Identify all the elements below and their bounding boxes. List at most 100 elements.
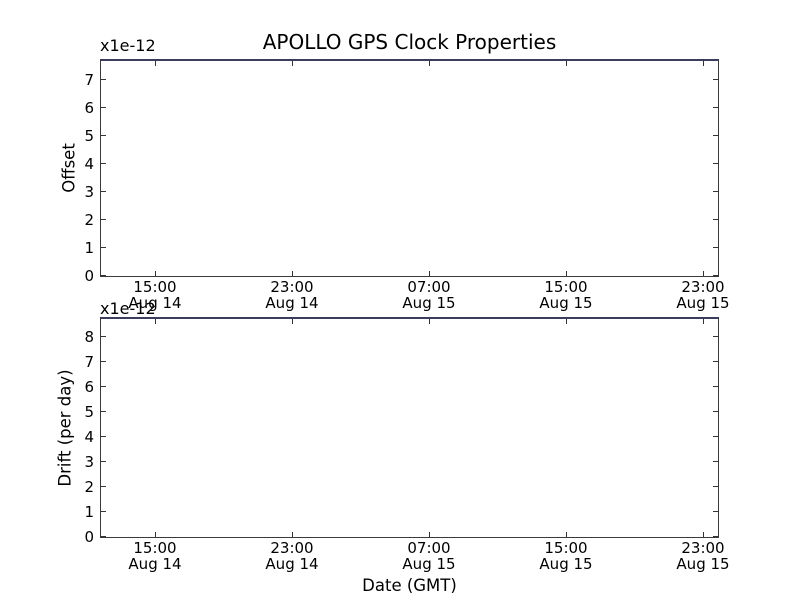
y-tick-mark <box>101 536 106 537</box>
y-tick-mark <box>101 461 106 462</box>
y-tick-label: 7 <box>84 71 94 89</box>
x-tick-date: Aug 15 <box>539 554 593 573</box>
y-tick-label: 1 <box>84 503 94 521</box>
y-tick-label: 2 <box>84 478 94 496</box>
y-tick-mark <box>101 486 106 487</box>
x-tick-date: Aug 15 <box>676 293 730 312</box>
x-tick-time: 07:00 <box>407 278 451 296</box>
y-tick-label: 4 <box>84 428 94 446</box>
y-tick-mark-right <box>713 336 718 337</box>
x-tick-label: 23:00 Aug 15 <box>659 278 747 312</box>
y-tick-mark-right <box>713 361 718 362</box>
drift-plot-axes: 0 1 2 3 4 5 6 7 8 15:00 Aug 14 23:00 Aug 14 07:00 Aug … <box>84 317 730 571</box>
y-tick-label: 5 <box>84 127 94 145</box>
x-axis-label: Date (GMT) <box>362 576 457 595</box>
y-tick-mark <box>101 191 106 192</box>
x-tick-time: 23:00 <box>681 278 725 296</box>
y-tick-label: 3 <box>84 183 94 201</box>
y-tick-label: 6 <box>84 378 94 396</box>
x-tick-time: 15:00 <box>544 539 588 557</box>
x-tick-mark <box>155 271 156 276</box>
y-tick-label: 8 <box>84 328 94 346</box>
y-tick-mark-right <box>713 275 718 276</box>
y-tick-mark <box>101 219 106 220</box>
x-tick-label: 07:00 Aug 15 <box>385 278 473 312</box>
x-tick-mark <box>155 532 156 537</box>
x-tick-mark-top <box>566 61 567 66</box>
y-tick-label: 6 <box>84 99 94 117</box>
x-tick-mark <box>703 271 704 276</box>
drift-y-axis-label: Drift (per day) <box>55 369 75 487</box>
offset-y-axis-label: Offset <box>59 143 79 193</box>
y-tick-mark <box>101 79 106 80</box>
x-tick-date: Aug 15 <box>402 293 456 312</box>
x-tick-mark <box>429 532 430 537</box>
y-tick-label: 2 <box>84 211 94 229</box>
y-tick-mark-right <box>713 163 718 164</box>
x-tick-label: 23:00 Aug 14 <box>248 278 336 312</box>
y-tick-label: 0 <box>84 528 94 546</box>
y-tick-label: 5 <box>84 403 94 421</box>
x-tick-time: 15:00 <box>133 278 177 296</box>
y-tick-label: 3 <box>84 453 94 471</box>
x-tick-label: 15:00 Aug 15 <box>522 539 610 573</box>
x-tick-mark-top <box>429 319 430 324</box>
x-tick-mark-top <box>703 319 704 324</box>
x-tick-date: Aug 14 <box>128 293 182 312</box>
y-tick-mark-right <box>713 191 718 192</box>
x-tick-label: 23:00 Aug 14 <box>248 539 336 573</box>
offset-axis-exponent-label: x1e-12 <box>100 36 156 55</box>
x-tick-date: Aug 15 <box>539 293 593 312</box>
x-tick-label: 07:00 Aug 15 <box>385 539 473 573</box>
y-tick-mark-right <box>713 219 718 220</box>
figure-title: APOLLO GPS Clock Properties <box>262 30 557 54</box>
y-tick-mark-right <box>713 461 718 462</box>
y-tick-mark <box>101 247 106 248</box>
x-tick-label: 15:00 Aug 14 <box>111 278 199 312</box>
x-tick-label: 15:00 Aug 14 <box>111 540 199 573</box>
x-tick-date: Aug 14 <box>265 554 319 573</box>
x-tick-date: Aug 15 <box>676 554 730 573</box>
y-tick-mark <box>101 135 106 136</box>
y-tick-label: 0 <box>84 267 94 285</box>
drift-axis-exponent-label: x1e-12 <box>100 299 156 318</box>
y-tick-mark-right <box>713 79 718 80</box>
x-tick-mark-top <box>292 319 293 324</box>
y-tick-mark-right <box>713 436 718 437</box>
x-tick-mark-top <box>566 319 567 324</box>
x-tick-mark-top <box>155 319 156 324</box>
x-tick-date: Aug 14 <box>128 554 182 573</box>
y-tick-mark <box>101 275 106 276</box>
x-tick-mark <box>292 271 293 276</box>
x-tick-label: 15:00 Aug 15 <box>522 278 610 312</box>
x-tick-time: 07:00 <box>407 539 451 557</box>
y-tick-label: 1 <box>84 239 94 257</box>
y-tick-mark <box>101 336 106 337</box>
y-tick-mark-right <box>713 107 718 108</box>
y-tick-mark <box>101 436 106 437</box>
x-tick-mark <box>292 532 293 537</box>
y-tick-mark-right <box>713 135 718 136</box>
x-tick-mark-top <box>155 61 156 66</box>
y-tick-mark <box>101 386 106 387</box>
y-tick-label: 4 <box>84 155 94 173</box>
y-tick-mark <box>101 163 106 164</box>
y-tick-mark <box>101 107 106 108</box>
y-tick-mark-right <box>713 386 718 387</box>
y-tick-mark-right <box>713 511 718 512</box>
y-tick-mark-right <box>713 247 718 248</box>
y-tick-mark-right <box>713 486 718 487</box>
y-tick-mark <box>101 411 106 412</box>
y-tick-label: 7 <box>84 353 94 371</box>
y-tick-mark <box>101 511 106 512</box>
x-tick-date: Aug 14 <box>265 293 319 312</box>
x-tick-mark-top <box>703 61 704 66</box>
x-tick-mark <box>703 532 704 537</box>
x-tick-date: Aug 15 <box>402 554 456 573</box>
x-tick-time: 23:00 <box>270 278 314 296</box>
y-tick-mark-right <box>713 536 718 537</box>
x-tick-time: 15:00 <box>544 278 588 296</box>
y-tick-mark-right <box>713 411 718 412</box>
x-tick-mark-top <box>292 61 293 66</box>
x-tick-time: 23:00 <box>270 539 314 557</box>
